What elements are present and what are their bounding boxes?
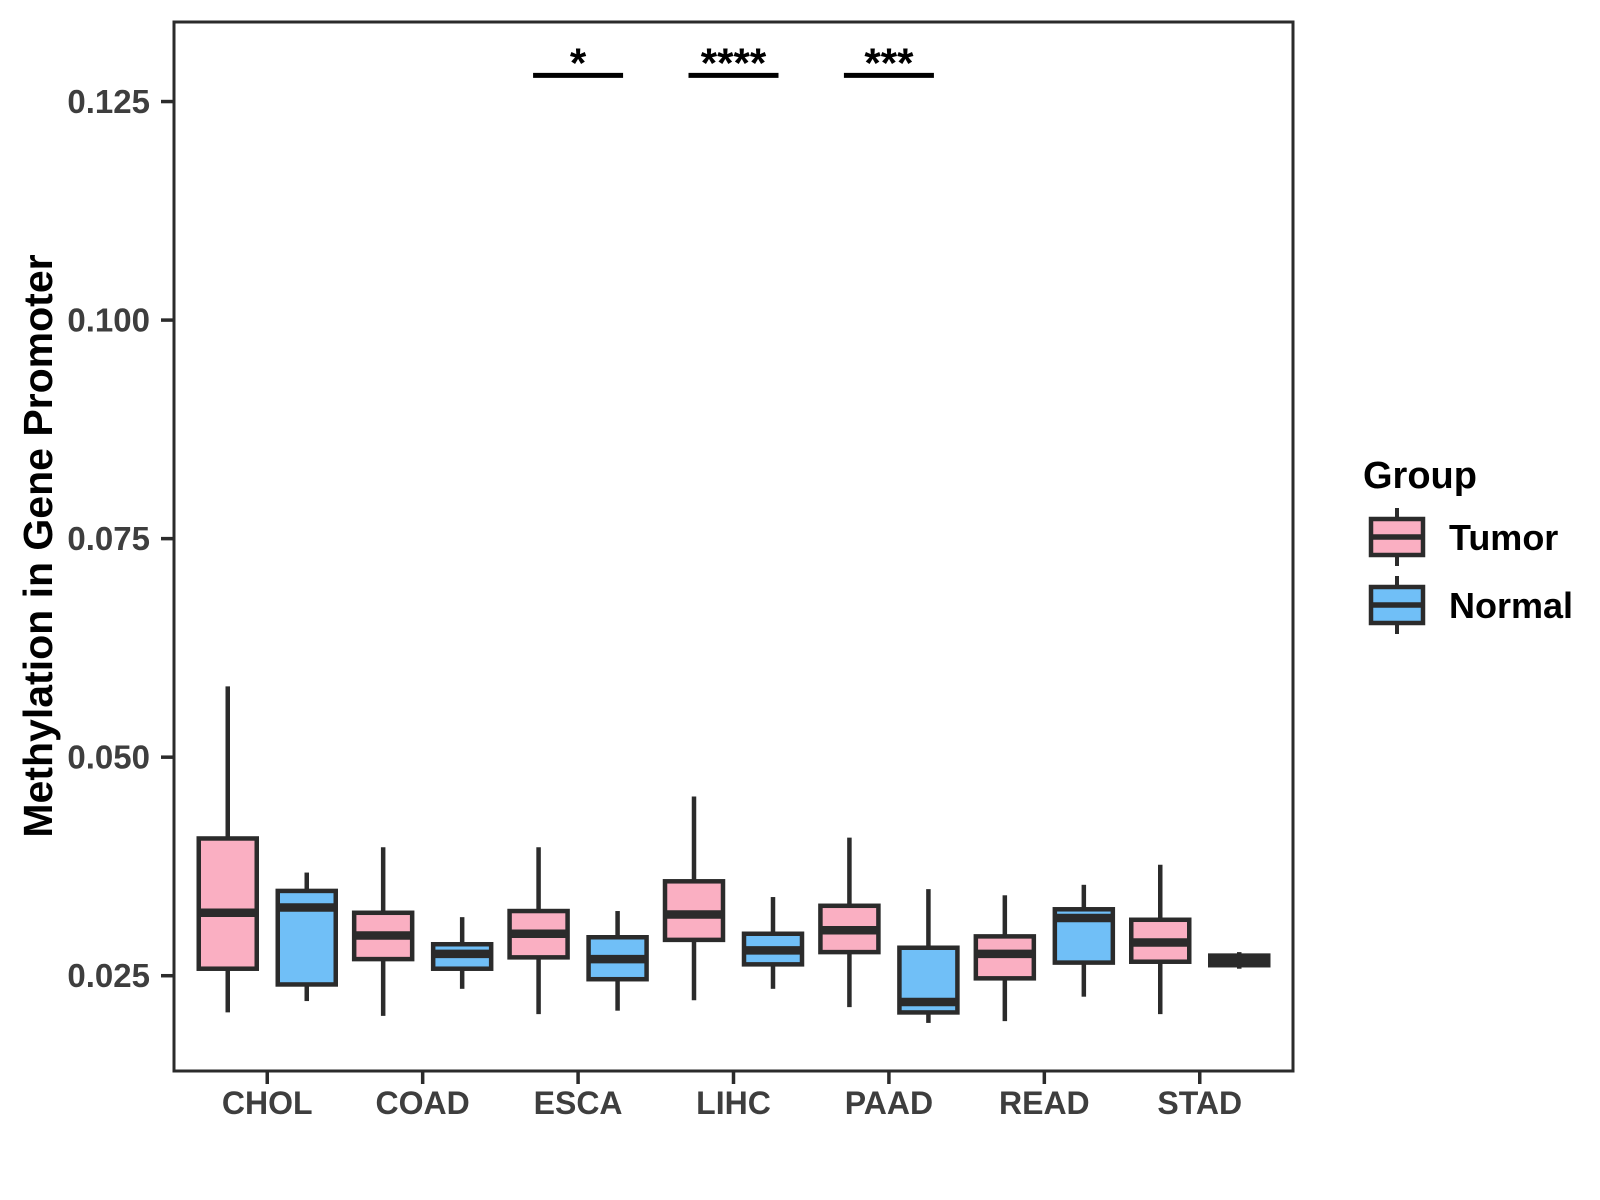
legend-keys: [1368, 508, 1426, 634]
y-axis-title: Methylation in Gene Promoter: [15, 254, 61, 837]
x-tick-label-read: READ: [999, 1085, 1090, 1121]
x-tick-label-lihc: LIHC: [696, 1085, 771, 1121]
x-tick-label-esca: ESCA: [534, 1085, 623, 1121]
significance-label-lihc: ****: [701, 39, 767, 86]
significance-label-paad: ***: [864, 39, 914, 86]
boxplots: [196, 686, 1271, 1023]
y-tick-label: 0.075: [67, 520, 150, 557]
significance-label-esca: *: [570, 39, 587, 86]
y-tick-label: 0.125: [67, 83, 150, 120]
axes: 0.025 0.050 0.075 0.100 0.125 CHOL COAD ESCA LIH…: [67, 83, 1242, 1121]
significance-annotations: * **** ***: [533, 39, 934, 86]
x-tick-label-chol: CHOL: [222, 1085, 313, 1121]
y-tick-label: 0.050: [67, 739, 150, 776]
x-tick-label-paad: PAAD: [845, 1085, 933, 1121]
legend-key-normal-boxplot-icon: [1368, 576, 1426, 634]
y-tick-label: 0.100: [67, 302, 150, 339]
legend-label-normal: Normal: [1449, 585, 1573, 626]
plot-panel: [172, 20, 1295, 1073]
legend-key-tumor-boxplot-icon: [1368, 508, 1426, 566]
x-tick-label-coad: COAD: [376, 1085, 470, 1121]
box-tumor-chol: [196, 836, 259, 971]
legend-label-tumor: Tumor: [1449, 517, 1558, 558]
legend: Group Tumor Normal: [1363, 455, 1573, 634]
y-tick-label: 0.025: [67, 957, 150, 994]
legend-title: Group: [1363, 455, 1477, 497]
x-tick-label-stad: STAD: [1157, 1085, 1242, 1121]
